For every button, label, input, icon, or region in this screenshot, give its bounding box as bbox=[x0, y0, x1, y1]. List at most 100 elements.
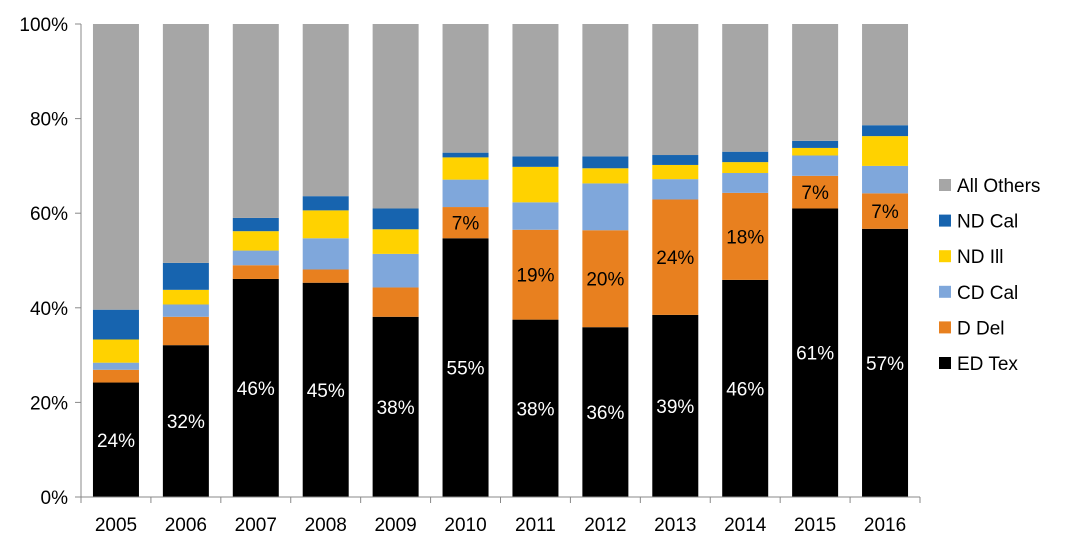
bar-segment-cd-cal-2016 bbox=[862, 166, 908, 193]
bar-segment-all-others-2008 bbox=[303, 24, 349, 196]
bar-segment-nd-ill-2009 bbox=[373, 229, 419, 254]
bar-segment-nd-cal-2014 bbox=[722, 152, 768, 162]
data-label-ed-tex-2009: 38% bbox=[377, 398, 415, 419]
bar-segment-nd-cal-2007 bbox=[233, 218, 279, 231]
bar-segments bbox=[93, 24, 908, 497]
y-tick-label: 40% bbox=[30, 299, 68, 320]
x-tick-label: 2014 bbox=[724, 515, 767, 536]
bar-segment-cd-cal-2005 bbox=[93, 363, 139, 370]
bar-segment-nd-ill-2014 bbox=[722, 162, 768, 173]
legend-swatch-d-del bbox=[939, 321, 951, 333]
legend-label-d-del: D Del bbox=[957, 318, 1005, 339]
bar-segment-cd-cal-2012 bbox=[582, 183, 628, 230]
bar-segment-d-del-2006 bbox=[163, 317, 209, 345]
y-tick-label: 60% bbox=[30, 204, 68, 225]
bar-segment-all-others-2012 bbox=[582, 24, 628, 156]
data-label-ed-tex-2005: 24% bbox=[97, 431, 135, 452]
bar-segment-nd-cal-2016 bbox=[862, 125, 908, 136]
bar-segment-all-others-2006 bbox=[163, 24, 209, 263]
data-label-ed-tex-2006: 32% bbox=[167, 412, 205, 433]
bar-segment-cd-cal-2006 bbox=[163, 304, 209, 316]
bar-segment-cd-cal-2015 bbox=[792, 155, 838, 175]
bar-segment-d-del-2005 bbox=[93, 370, 139, 383]
legend-label-ed-tex: ED Tex bbox=[957, 354, 1018, 375]
bar-segment-cd-cal-2014 bbox=[722, 173, 768, 193]
x-tick-label: 2013 bbox=[654, 515, 696, 536]
data-label-d-del-2011: 19% bbox=[516, 266, 554, 287]
bar-segment-nd-ill-2008 bbox=[303, 210, 349, 238]
bar-segment-all-others-2011 bbox=[512, 24, 558, 156]
legend-swatch-cd-cal bbox=[939, 286, 951, 298]
legend-label-nd-ill: ND Ill bbox=[957, 247, 1003, 268]
x-tick-label: 2015 bbox=[794, 515, 836, 536]
bar-segment-nd-ill-2012 bbox=[582, 168, 628, 183]
data-label-d-del-2014: 18% bbox=[726, 227, 764, 248]
legend-label-all-others: All Others bbox=[957, 176, 1040, 197]
bar-segment-nd-ill-2007 bbox=[233, 231, 279, 250]
legend: All OthersND CalND IllCD CalD DelED Tex bbox=[939, 176, 1040, 375]
y-tick-label: 100% bbox=[19, 15, 68, 36]
bar-segment-all-others-2010 bbox=[443, 24, 489, 153]
bar-segment-nd-cal-2008 bbox=[303, 196, 349, 210]
legend-swatch-all-others bbox=[939, 179, 951, 191]
bar-segment-nd-cal-2013 bbox=[652, 155, 698, 165]
bar-segment-nd-ill-2013 bbox=[652, 165, 698, 179]
bar-segment-all-others-2009 bbox=[373, 24, 419, 208]
bar-segment-nd-cal-2015 bbox=[792, 141, 838, 148]
bar-segment-nd-ill-2011 bbox=[512, 167, 558, 202]
bar-segment-cd-cal-2013 bbox=[652, 179, 698, 199]
bar-segment-cd-cal-2011 bbox=[512, 202, 558, 229]
y-tick-label: 0% bbox=[41, 488, 69, 509]
x-tick-label: 2006 bbox=[165, 515, 207, 536]
bar-segment-nd-ill-2006 bbox=[163, 290, 209, 305]
data-label-d-del-2013: 24% bbox=[656, 248, 694, 269]
y-axis: 0% 20% 40% 60% 80% 100% bbox=[19, 15, 81, 509]
bar-segment-nd-cal-2009 bbox=[373, 208, 419, 229]
bar-segment-all-others-2005 bbox=[93, 24, 139, 310]
legend-label-nd-cal: ND Cal bbox=[957, 212, 1018, 233]
bar-segment-cd-cal-2007 bbox=[233, 251, 279, 266]
x-tick-label: 2009 bbox=[374, 515, 416, 536]
data-label-ed-tex-2010: 55% bbox=[447, 359, 485, 380]
bar-segment-cd-cal-2008 bbox=[303, 238, 349, 269]
bar-segment-all-others-2016 bbox=[862, 24, 908, 125]
data-label-d-del-2016: 7% bbox=[871, 202, 899, 223]
legend-swatch-nd-cal bbox=[939, 215, 951, 227]
x-tick-label: 2010 bbox=[444, 515, 486, 536]
bar-segment-nd-cal-2012 bbox=[582, 156, 628, 168]
bar-segment-nd-cal-2010 bbox=[443, 153, 489, 158]
data-label-ed-tex-2007: 46% bbox=[237, 379, 275, 400]
bar-segment-nd-cal-2006 bbox=[163, 263, 209, 290]
bar-segment-all-others-2007 bbox=[233, 24, 279, 218]
data-label-ed-tex-2013: 39% bbox=[656, 397, 694, 418]
x-tick-label: 2016 bbox=[864, 515, 906, 536]
data-label-ed-tex-2008: 45% bbox=[307, 381, 345, 402]
bar-segment-nd-ill-2005 bbox=[93, 339, 139, 362]
bar-segment-all-others-2013 bbox=[652, 24, 698, 155]
data-labels: 24%32%46%45%38%55%38%36%39%46%61%57%7%19… bbox=[97, 183, 904, 452]
x-tick-label: 2011 bbox=[515, 515, 556, 536]
y-tick-label: 80% bbox=[30, 110, 68, 131]
bar-segment-nd-ill-2016 bbox=[862, 136, 908, 166]
legend-swatch-nd-ill bbox=[939, 250, 951, 262]
data-label-ed-tex-2015: 61% bbox=[796, 344, 834, 365]
data-label-d-del-2012: 20% bbox=[586, 270, 624, 291]
bar-segment-d-del-2008 bbox=[303, 269, 349, 282]
bar-segment-nd-ill-2010 bbox=[443, 157, 489, 179]
legend-swatch-ed-tex bbox=[939, 357, 951, 369]
bar-segment-nd-cal-2011 bbox=[512, 156, 558, 166]
x-tick-label: 2008 bbox=[305, 515, 347, 536]
x-tick-label: 2012 bbox=[584, 515, 626, 536]
y-tick-label: 20% bbox=[30, 393, 68, 414]
bar-segment-nd-ill-2015 bbox=[792, 148, 838, 156]
bar-segment-d-del-2007 bbox=[233, 265, 279, 279]
x-tick-label: 2005 bbox=[95, 515, 137, 536]
data-label-d-del-2010: 7% bbox=[452, 214, 480, 235]
data-label-d-del-2015: 7% bbox=[801, 183, 829, 204]
bar-segment-d-del-2009 bbox=[373, 287, 419, 316]
data-label-ed-tex-2012: 36% bbox=[586, 403, 624, 424]
bar-segment-nd-cal-2005 bbox=[93, 310, 139, 340]
bar-segment-all-others-2015 bbox=[792, 24, 838, 141]
data-label-ed-tex-2016: 57% bbox=[866, 354, 904, 375]
